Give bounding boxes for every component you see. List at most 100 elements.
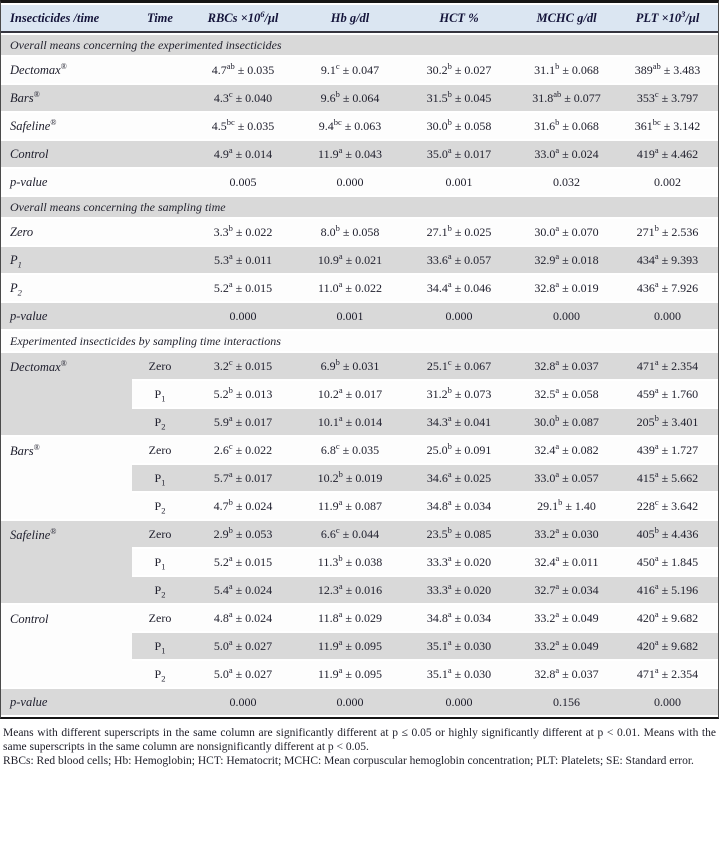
value-cell: 439a ± 1.727 — [617, 437, 718, 463]
hematology-results-table: Insecticides /time Time RBCs ×106/μl Hb g/d… — [1, 3, 718, 717]
value-cell: 11.9a ± 0.095 — [298, 661, 402, 687]
value-cell: 29.1b ± 1.40 — [516, 493, 617, 519]
time-cell: Zero — [132, 521, 188, 547]
row-label-cell: Bars® — [1, 85, 132, 111]
value-cell: 9.1c ± 0.047 — [298, 57, 402, 83]
value-cell: 31.1b ± 0.068 — [516, 57, 617, 83]
section-header-row: Experimented insecticides by sampling ti… — [1, 331, 718, 351]
value-cell: 35.0a ± 0.017 — [402, 141, 516, 167]
column-header: Hb g/dl — [298, 5, 402, 33]
insecticide-group-label-cell: Dectomax® — [1, 353, 132, 435]
value-cell: 33.0a ± 0.024 — [516, 141, 617, 167]
time-cell: P1 — [132, 633, 188, 659]
table-row: Bars® 4.3c ± 0.040 9.6b ± 0.064 31.5b ± 0.0… — [1, 85, 718, 111]
value-cell: 11.0a ± 0.022 — [298, 275, 402, 301]
column-header: Insecticides /time — [1, 5, 132, 33]
time-cell — [132, 275, 188, 301]
value-cell: 11.8a ± 0.029 — [298, 605, 402, 631]
pvalue-cell: 0.000 — [298, 169, 402, 195]
time-cell — [132, 85, 188, 111]
value-cell: 10.2a ± 0.017 — [298, 381, 402, 407]
value-cell: 12.3a ± 0.016 — [298, 577, 402, 603]
value-cell: 30.0b ± 0.087 — [516, 409, 617, 435]
column-header: PLT ×103/μl — [617, 5, 718, 33]
value-cell: 9.6b ± 0.064 — [298, 85, 402, 111]
table-row: P1 5.3a ± 0.011 10.9a ± 0.021 33.6a ± 0.057… — [1, 247, 718, 273]
value-cell: 3.2c ± 0.015 — [188, 353, 298, 379]
table-row: P2 5.0a ± 0.027 11.9a ± 0.095 35.1a ± 0.030… — [1, 661, 718, 687]
row-label-cell: Zero — [1, 219, 132, 245]
value-cell: 30.0a ± 0.070 — [516, 219, 617, 245]
value-cell: 32.9a ± 0.018 — [516, 247, 617, 273]
table-row: Dectomax® 4.7ab ± 0.035 9.1c ± 0.047 30.2b … — [1, 57, 718, 83]
value-cell: 5.2b ± 0.013 — [188, 381, 298, 407]
section-header-row: Overall means concerning the sampling ti… — [1, 197, 718, 217]
time-cell: Zero — [132, 605, 188, 631]
table-row: Safeline® 4.5bc ± 0.035 9.4bc ± 0.063 30.0b… — [1, 113, 718, 139]
value-cell: 10.2b ± 0.019 — [298, 465, 402, 491]
pvalue-row: p-value 0.000 0.001 0.000 0.000 0.000 — [1, 303, 718, 329]
table-row: P2 5.2a ± 0.015 11.0a ± 0.022 34.4a ± 0.046… — [1, 275, 718, 301]
value-cell: 4.9a ± 0.014 — [188, 141, 298, 167]
value-cell: 33.6a ± 0.057 — [402, 247, 516, 273]
value-cell: 33.0a ± 0.057 — [516, 465, 617, 491]
pvalue-cell: 0.002 — [617, 169, 718, 195]
value-cell: 4.7ab ± 0.035 — [188, 57, 298, 83]
value-cell: 2.9b ± 0.053 — [188, 521, 298, 547]
footnote-abbreviations: RBCs: Red blood cells; Hb: Hemoglobin; H… — [3, 755, 694, 767]
row-label-cell: Control — [1, 141, 132, 167]
value-cell: 4.5bc ± 0.035 — [188, 113, 298, 139]
pvalue-row: p-value 0.000 0.000 0.000 0.156 0.000 — [1, 689, 718, 715]
value-cell: 471a ± 2.354 — [617, 353, 718, 379]
value-cell: 9.4bc ± 0.063 — [298, 113, 402, 139]
time-cell — [132, 141, 188, 167]
value-cell: 5.4a ± 0.024 — [188, 577, 298, 603]
value-cell: 436a ± 7.926 — [617, 275, 718, 301]
value-cell: 3.3b ± 0.022 — [188, 219, 298, 245]
value-cell: 31.6b ± 0.068 — [516, 113, 617, 139]
value-cell: 5.7a ± 0.017 — [188, 465, 298, 491]
value-cell: 30.2b ± 0.027 — [402, 57, 516, 83]
time-cell: P1 — [132, 381, 188, 407]
value-cell: 5.3a ± 0.011 — [188, 247, 298, 273]
table-header: Insecticides /time Time RBCs ×106/μl Hb g/d… — [1, 5, 718, 33]
table-row: P2 5.4a ± 0.024 12.3a ± 0.016 33.3a ± 0.020… — [1, 577, 718, 603]
value-cell: 420a ± 9.682 — [617, 633, 718, 659]
value-cell: 34.8a ± 0.034 — [402, 605, 516, 631]
value-cell: 450a ± 1.845 — [617, 549, 718, 575]
time-cell: P2 — [132, 409, 188, 435]
pvalue-cell: 0.001 — [402, 169, 516, 195]
value-cell: 32.5a ± 0.058 — [516, 381, 617, 407]
value-cell: 4.7b ± 0.024 — [188, 493, 298, 519]
value-cell: 434a ± 9.393 — [617, 247, 718, 273]
pvalue-cell: 0.000 — [516, 303, 617, 329]
section-header-row: Overall means concerning the experimente… — [1, 35, 718, 55]
value-cell: 4.3c ± 0.040 — [188, 85, 298, 111]
footnotes-block: Means with different superscripts in the… — [0, 719, 719, 772]
table-row: Control 4.9a ± 0.014 11.9a ± 0.043 35.0a ± … — [1, 141, 718, 167]
pvalue-cell: 0.032 — [516, 169, 617, 195]
results-table-container: Insecticides /time Time RBCs ×106/μl Hb g/d… — [0, 0, 719, 719]
value-cell: 33.3a ± 0.020 — [402, 577, 516, 603]
value-cell: 34.6a ± 0.025 — [402, 465, 516, 491]
value-cell: 416a ± 5.196 — [617, 577, 718, 603]
time-cell: Zero — [132, 437, 188, 463]
pvalue-cell: 0.000 — [188, 303, 298, 329]
value-cell: 33.2a ± 0.049 — [516, 633, 617, 659]
pvalue-cell: 0.000 — [617, 303, 718, 329]
table-row: P1 5.2b ± 0.013 10.2a ± 0.017 31.2b ± 0.073… — [1, 381, 718, 407]
value-cell: 10.1a ± 0.014 — [298, 409, 402, 435]
value-cell: 33.3a ± 0.020 — [402, 549, 516, 575]
insecticide-group-label-cell: Control — [1, 605, 132, 687]
value-cell: 32.4a ± 0.082 — [516, 437, 617, 463]
pvalue-cell: 0.000 — [298, 689, 402, 715]
row-label-cell: p-value — [1, 303, 132, 329]
time-cell — [132, 113, 188, 139]
pvalue-cell: 0.156 — [516, 689, 617, 715]
table-row: P2 5.9a ± 0.017 10.1a ± 0.014 34.3a ± 0.041… — [1, 409, 718, 435]
value-cell: 4.8a ± 0.024 — [188, 605, 298, 631]
table-row: P2 4.7b ± 0.024 11.9a ± 0.087 34.8a ± 0.034… — [1, 493, 718, 519]
table-row: Control Zero 4.8a ± 0.024 11.8a ± 0.029 34.8… — [1, 605, 718, 687]
value-cell: 5.2a ± 0.015 — [188, 549, 298, 575]
value-cell: 353c ± 3.797 — [617, 85, 718, 111]
